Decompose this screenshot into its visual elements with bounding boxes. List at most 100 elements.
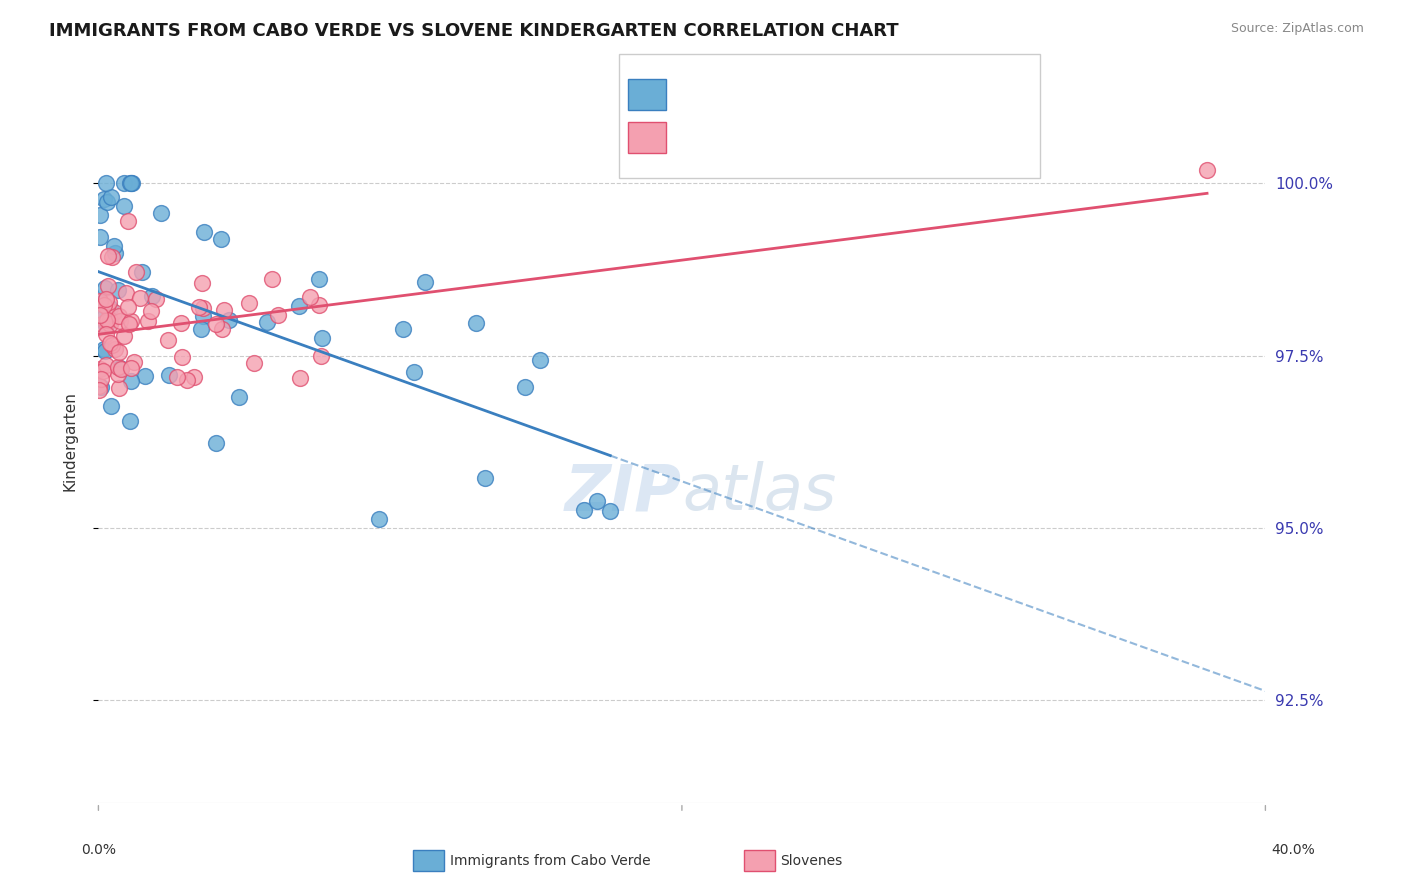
Point (474, 471, 496, 485)
Point (89, 361, 111, 376)
Point (108, 314, 131, 328)
Point (97, 294, 120, 309)
Point (170, 316, 193, 330)
Point (515, 380, 537, 394)
Point (120, 414, 142, 428)
Point (100, 189, 122, 203)
Point (89, 308, 111, 322)
Point (191, 309, 214, 323)
Point (228, 390, 250, 404)
Point (117, 317, 139, 331)
Text: 40.0%: 40.0% (1271, 843, 1316, 857)
Text: atlas: atlas (682, 461, 837, 523)
Point (103, 305, 125, 319)
Point (157, 368, 180, 382)
Point (112, 199, 135, 213)
Point (101, 338, 124, 352)
Point (96, 313, 118, 327)
Text: ZIP: ZIP (565, 461, 682, 523)
Point (125, 265, 148, 279)
Point (96, 177, 118, 191)
Point (117, 213, 139, 227)
Point (131, 265, 153, 279)
Point (94, 280, 117, 294)
Point (243, 355, 266, 369)
Point (205, 317, 228, 331)
Text: Source: ZipAtlas.com: Source: ZipAtlas.com (1230, 22, 1364, 36)
Point (98, 318, 121, 332)
Point (108, 344, 131, 359)
Point (599, 504, 621, 518)
Point (93, 193, 115, 207)
Point (96, 195, 118, 210)
Point (136, 313, 159, 327)
Point (308, 272, 330, 286)
Text: IMMIGRANTS FROM CABO VERDE VS SLOVENE KINDERGARTEN CORRELATION CHART: IMMIGRANTS FROM CABO VERDE VS SLOVENE KI… (49, 22, 898, 40)
Point (98, 336, 121, 351)
Point (120, 374, 142, 388)
Text: R =  0.577   N = 66: R = 0.577 N = 66 (675, 130, 824, 145)
Point (149, 205, 172, 219)
Point (89, 229, 111, 244)
Text: R = -0.281   N = 53: R = -0.281 N = 53 (675, 87, 825, 102)
Point (90, 372, 112, 386)
Point (299, 290, 322, 304)
Point (311, 331, 333, 345)
Point (464, 316, 486, 330)
Point (120, 177, 142, 191)
Point (107, 360, 129, 375)
Point (139, 304, 162, 318)
Point (586, 493, 609, 508)
Point (218, 312, 240, 326)
Point (94, 344, 117, 359)
Point (176, 373, 198, 387)
Point (309, 349, 332, 363)
Point (117, 300, 139, 314)
Point (288, 370, 311, 384)
Point (122, 355, 145, 369)
Point (170, 350, 193, 364)
Point (100, 312, 122, 326)
Point (191, 276, 214, 290)
Point (93, 342, 115, 356)
Point (120, 314, 142, 328)
Point (134, 368, 156, 383)
Point (308, 297, 330, 311)
Point (107, 367, 129, 381)
Point (103, 239, 125, 253)
Point (96, 326, 118, 341)
Point (402, 365, 425, 379)
Point (391, 321, 413, 335)
Point (87, 383, 110, 397)
Point (256, 315, 278, 329)
Point (157, 333, 180, 347)
Point (572, 503, 595, 517)
Point (190, 321, 212, 335)
Point (89, 380, 111, 394)
Point (107, 310, 129, 324)
Text: 0.0%: 0.0% (82, 843, 115, 857)
Point (288, 300, 311, 314)
Point (183, 370, 205, 384)
Point (1197, 162, 1219, 177)
Point (209, 232, 232, 246)
Point (115, 286, 138, 301)
Point (90, 295, 112, 310)
Point (129, 291, 152, 305)
Point (93, 298, 115, 312)
Text: Immigrants from Cabo Verde: Immigrants from Cabo Verde (450, 854, 651, 868)
Point (118, 177, 141, 191)
Point (108, 361, 131, 376)
Point (145, 292, 167, 306)
Point (104, 342, 127, 356)
Point (193, 225, 215, 239)
Point (94, 292, 117, 306)
Point (96, 300, 118, 314)
Point (100, 250, 122, 264)
Point (367, 512, 389, 526)
Point (214, 303, 236, 318)
Point (166, 369, 188, 384)
Point (211, 322, 233, 336)
Point (97, 249, 120, 263)
Point (120, 360, 142, 375)
